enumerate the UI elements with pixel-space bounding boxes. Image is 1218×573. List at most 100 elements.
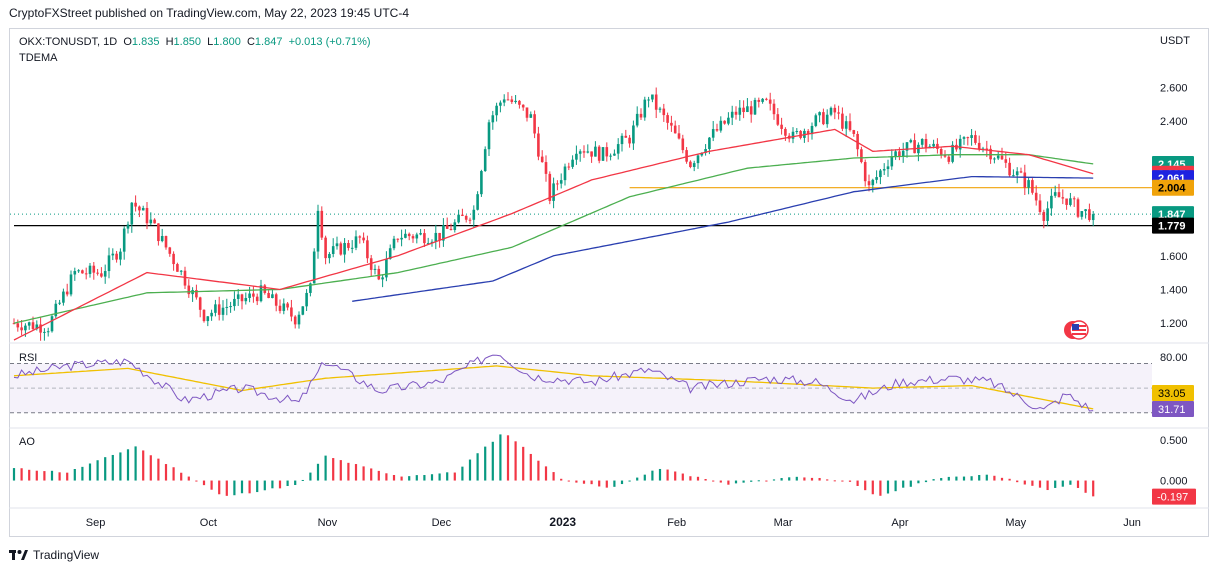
footer-brand[interactable]: TradingView xyxy=(33,548,100,562)
rsi-value-label-bg xyxy=(1152,385,1194,401)
candle-body xyxy=(210,312,213,317)
ao-bar xyxy=(818,477,821,481)
candle-body xyxy=(909,140,913,143)
ao-bar xyxy=(681,473,684,481)
ao-bar xyxy=(1092,480,1095,497)
ao-bar xyxy=(909,480,912,487)
time-axis-label: Sep xyxy=(86,517,106,529)
candle-body xyxy=(236,294,240,299)
currency-label: USDT xyxy=(1160,35,1190,47)
ao-bar xyxy=(871,480,874,495)
ao-bar xyxy=(324,455,327,481)
candle-body xyxy=(685,150,688,162)
candle-body xyxy=(419,233,422,235)
candle-body xyxy=(69,274,73,295)
candle-body xyxy=(252,293,255,297)
candle-body xyxy=(138,206,141,211)
candle-body xyxy=(848,121,852,131)
candle-body xyxy=(677,133,681,139)
candle-body xyxy=(643,99,647,118)
ao-bar xyxy=(347,462,350,481)
ema-green-line xyxy=(13,154,1094,324)
ao-bar xyxy=(704,479,707,481)
candle-body xyxy=(1004,159,1008,163)
candle-body xyxy=(483,149,487,172)
candle-body xyxy=(829,107,833,115)
candle-body xyxy=(358,236,362,238)
candle-body xyxy=(495,105,498,116)
ao-bar xyxy=(522,446,525,481)
candle-body xyxy=(362,237,365,241)
ao-bar xyxy=(461,466,464,481)
candle-body xyxy=(297,314,301,325)
candle-body xyxy=(328,254,331,259)
us-flag-icon[interactable] xyxy=(1063,320,1089,340)
candle-body xyxy=(898,151,901,157)
rsi-value-label: 31.71 xyxy=(1152,401,1194,417)
candle-body xyxy=(130,202,134,225)
candle-body xyxy=(31,322,35,330)
candle-body xyxy=(415,234,419,239)
ao-title: AO xyxy=(19,436,35,448)
candle-body xyxy=(301,306,305,315)
candle-body xyxy=(871,179,875,186)
candle-body xyxy=(195,290,198,298)
ao-bar xyxy=(985,474,988,481)
candle-body xyxy=(1031,180,1034,193)
candle-body xyxy=(107,255,111,272)
candle-body xyxy=(548,173,552,201)
candle-body xyxy=(708,137,711,150)
candle-body xyxy=(757,99,761,102)
ao-bar xyxy=(795,476,798,481)
ao-bar xyxy=(370,468,373,481)
ao-bar xyxy=(354,464,358,481)
candle-body xyxy=(605,147,609,157)
ao-bar xyxy=(757,480,760,482)
candle-body xyxy=(240,294,244,302)
ao-bar xyxy=(301,479,304,481)
candle-body xyxy=(867,181,871,186)
candle-body xyxy=(966,137,970,139)
ao-bar xyxy=(1023,480,1026,485)
candle-body xyxy=(278,305,282,311)
ao-bar xyxy=(263,480,266,491)
ao-bar xyxy=(225,480,228,496)
candle-body xyxy=(556,183,559,185)
candle-body xyxy=(749,106,753,115)
candle-body xyxy=(92,265,96,273)
candle-body xyxy=(1012,175,1015,177)
ao-bar xyxy=(506,435,510,481)
ao-bar xyxy=(1061,480,1064,487)
candle-body xyxy=(461,214,464,216)
change-value: +0.013 (+0.71%) xyxy=(288,36,371,48)
rsi-signal-line xyxy=(13,365,1094,410)
price-axis-label-bg xyxy=(1152,179,1194,196)
candle-body xyxy=(491,115,495,123)
candle-body xyxy=(43,331,46,333)
candle-body xyxy=(932,143,935,147)
ao-bar xyxy=(491,441,494,481)
candle-body xyxy=(381,277,384,280)
ao-bar xyxy=(613,480,616,487)
candle-body xyxy=(12,323,16,325)
candle-body xyxy=(582,151,586,153)
ao-bar xyxy=(902,480,905,488)
ao-bar xyxy=(104,457,107,481)
ao-value-label-text: -0.197 xyxy=(1157,492,1188,504)
candle-body xyxy=(833,107,837,113)
ao-bar xyxy=(628,480,631,482)
candle-body xyxy=(886,166,890,170)
candle-body xyxy=(480,171,483,195)
candle-body xyxy=(651,94,654,100)
ao-bar xyxy=(430,474,434,481)
candle-body xyxy=(689,161,692,168)
candle-body xyxy=(1091,214,1095,221)
ao-bar xyxy=(924,480,928,483)
ao-bar xyxy=(88,463,92,481)
candle-body xyxy=(411,236,415,239)
ao-tick-label: 0.000 xyxy=(1160,476,1188,488)
ao-bar xyxy=(134,446,137,481)
ao-bar xyxy=(1046,480,1049,491)
candle-body xyxy=(54,303,58,317)
